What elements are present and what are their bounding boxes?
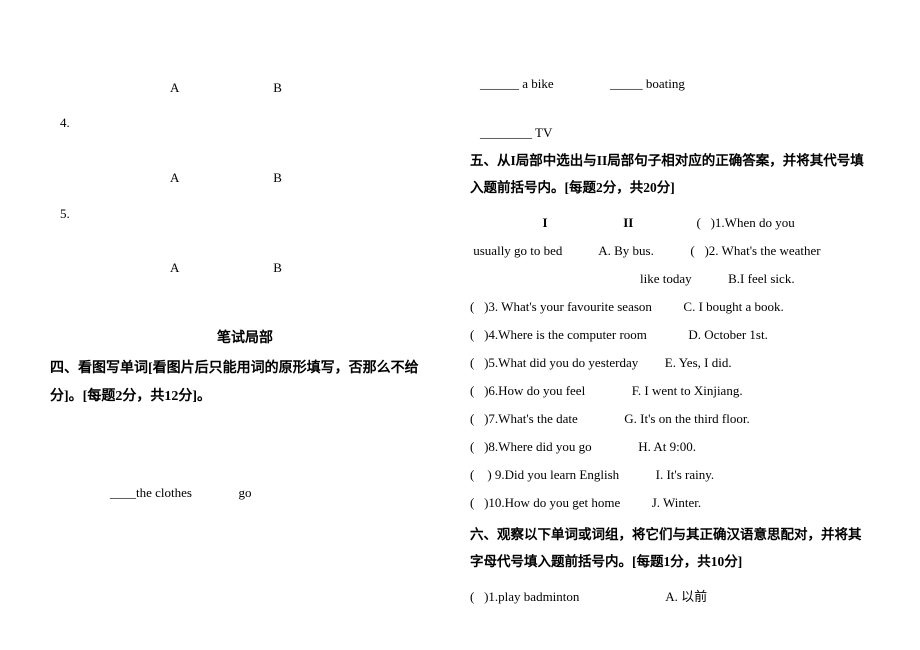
section-6-heading: 六、观察以下单词或词组，将它们与其正确汉语意思配对，并将其字母代号填入题前括号内… [470, 521, 870, 575]
column-ii-header: II [623, 209, 693, 237]
ab-row: A B [50, 160, 440, 196]
blank-tv: ________ TV [480, 125, 552, 140]
option-a-label: A [170, 160, 270, 196]
left-column: A B 4. A B 5. A B 笔试局部 四、看图写单词[看图片后只能用词的… [0, 0, 460, 650]
section-5-heading: 五、从I局部中选出与II局部句子相对应的正确答案，并将其代号填入题前括号内。[每… [470, 147, 870, 201]
option-a-label: A [170, 250, 270, 286]
vocab-row: ( )1.play badminton A. 以前 [470, 583, 870, 611]
match-question: 2. What's the weather [709, 243, 821, 258]
match-answer: F. I went to Xinjiang. [632, 383, 743, 398]
match-answer: C. I bought a book. [683, 299, 783, 314]
match-question: 4.Where is the computer room [488, 327, 646, 342]
continue-text: like today [640, 271, 692, 286]
page-root: A B 4. A B 5. A B 笔试局部 四、看图写单词[看图片后只能用词的… [0, 0, 920, 650]
match-row: ( )6.How do you feel F. I went to Xinjia… [470, 377, 870, 405]
vocab-chinese: A. 以前 [665, 589, 707, 604]
match-answer: I. It's rainy. [656, 467, 715, 482]
match-question: 7.What's the date [488, 411, 577, 426]
answer-bracket: ( ) [470, 383, 488, 398]
blank-go: go [238, 485, 251, 500]
match-row: ( )3. What's your favourite season C. I … [470, 293, 870, 321]
continue-text: usually go to bed [473, 243, 562, 258]
blank-boating: _____ boating [610, 76, 685, 91]
match-answer: B.I feel sick. [728, 271, 794, 286]
answer-bracket: ( ) [470, 411, 488, 426]
ab-row: A B [50, 250, 440, 286]
match-question: 6.How do you feel [488, 383, 585, 398]
blank-clothes: ____the clothes [110, 485, 192, 500]
column-i-header: I [470, 209, 620, 237]
question-number-5: 5. [50, 197, 440, 231]
match-question: 9.Did you learn English [495, 467, 619, 482]
answer-bracket: ( ) [470, 589, 488, 604]
match-row: usually go to bed A. By bus. ( )2. What'… [470, 237, 870, 265]
match-answer: G. It's on the third floor. [624, 411, 749, 426]
answer-bracket: ( ) [470, 467, 492, 482]
answer-bracket: ( ) [470, 355, 488, 370]
match-row: ( )8.Where did you go H. At 9:00. [470, 433, 870, 461]
match-row: ( ) 9.Did you learn English I. It's rain… [470, 461, 870, 489]
blank-bike: ______ a bike [480, 76, 554, 91]
match-answer: H. At 9:00. [638, 439, 696, 454]
right-column: ______ a bike _____ boating ________ TV … [460, 0, 920, 650]
match-row: ( )10.How do you get home J. Winter. [470, 489, 870, 517]
written-section-title: 笔试局部 [50, 327, 440, 347]
match-row: ( )7.What's the date G. It's on the thir… [470, 405, 870, 433]
match-question: 3. What's your favourite season [488, 299, 651, 314]
match-answer: D. October 1st. [688, 327, 767, 342]
option-b-label: B [273, 170, 282, 185]
fill-blank-line: ____the clothes go [50, 479, 440, 508]
match-question: 10.How do you get home [488, 495, 620, 510]
question-number-4: 4. [50, 106, 440, 140]
answer-bracket: ( ) [690, 243, 708, 258]
answer-bracket: ( ) [470, 439, 488, 454]
answer-bracket: ( ) [697, 215, 715, 230]
match-header-row: I II ( )1.When do you [470, 209, 870, 237]
match-row: like today B.I feel sick. [470, 265, 870, 293]
match-row: ( )5.What did you do yesterday E. Yes, I… [470, 349, 870, 377]
match-question: 1.When do you [715, 215, 795, 230]
option-a-label: A [170, 70, 270, 106]
answer-bracket: ( ) [470, 495, 488, 510]
answer-bracket: ( ) [470, 327, 488, 342]
top-blank-row: ______ a bike _____ boating [470, 70, 870, 99]
match-question: 8.Where did you go [488, 439, 591, 454]
match-row: ( )4.Where is the computer room D. Octob… [470, 321, 870, 349]
match-answer: E. Yes, I did. [665, 355, 732, 370]
ab-row: A B [50, 70, 440, 106]
tv-blank-row: ________ TV [470, 119, 870, 148]
vocab-english: 1.play badminton [488, 589, 579, 604]
match-question: 5.What did you do yesterday [488, 355, 638, 370]
option-b-label: B [273, 260, 282, 275]
option-b-label: B [273, 80, 282, 95]
answer-bracket: ( ) [470, 299, 488, 314]
section-4-heading: 四、看图写单词[看图片后只能用词的原形填写，否那么不给分]。[每题2分，共12分… [50, 355, 440, 411]
match-answer: J. Winter. [652, 495, 701, 510]
match-answer: A. By bus. [598, 243, 654, 258]
